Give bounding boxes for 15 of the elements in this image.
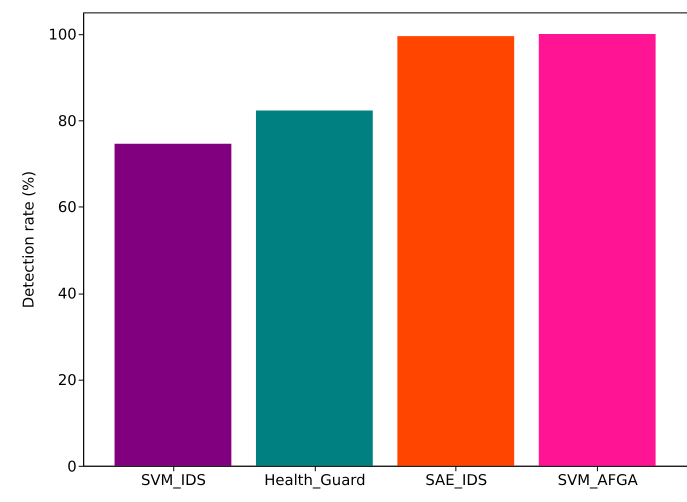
x-tick-label: Health_Guard xyxy=(264,472,366,490)
y-tick-label: 40 xyxy=(58,286,77,303)
bar xyxy=(114,144,232,466)
x-tick-label: SVM_IDS xyxy=(140,472,206,490)
bar xyxy=(538,34,656,466)
y-tick-label: 100 xyxy=(48,26,77,44)
bar xyxy=(256,110,373,466)
y-tick-label: 0 xyxy=(67,458,77,476)
y-tick-label: 80 xyxy=(58,112,77,130)
bar xyxy=(397,36,514,466)
y-axis-title: Detection rate (%) xyxy=(20,170,38,308)
y-tick-label: 20 xyxy=(58,372,77,389)
x-tick-label: SAE_IDS xyxy=(425,472,488,490)
y-tick-label: 60 xyxy=(58,199,77,216)
x-tick-label: SVM_AFGA xyxy=(558,472,639,490)
